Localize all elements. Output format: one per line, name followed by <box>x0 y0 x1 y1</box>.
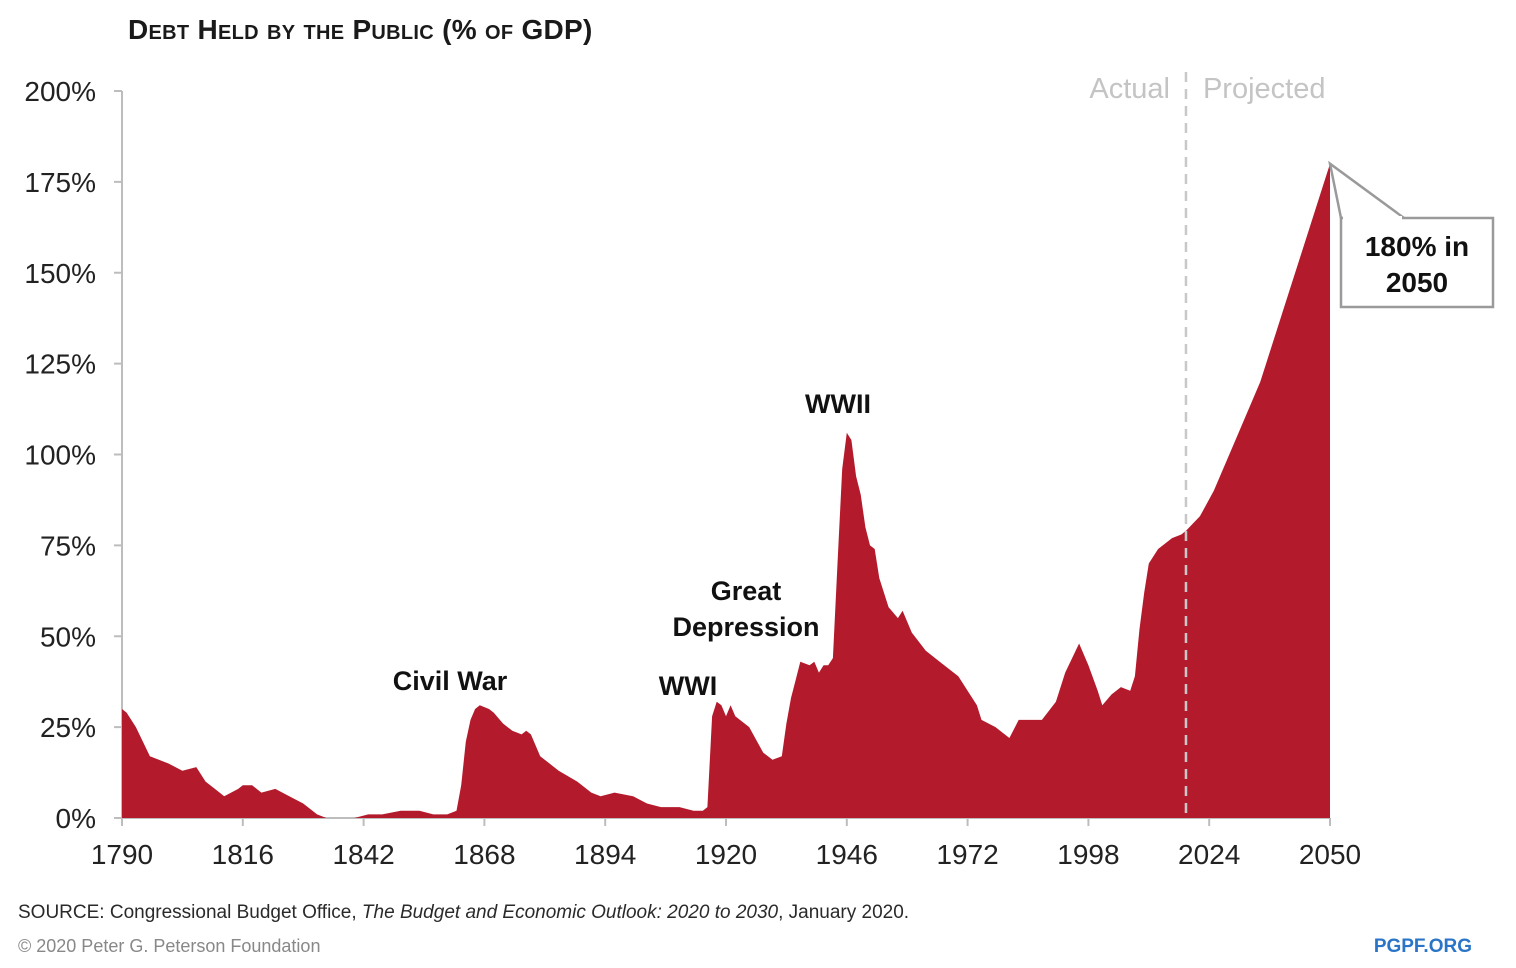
actual-label: Actual <box>1089 73 1170 105</box>
civil-war-label: Civil War <box>393 666 508 696</box>
y-tick-label: 25% <box>40 712 96 743</box>
y-axis: 0% 25% 50% 75% 100% 125% 150% 175% 200% <box>24 76 123 834</box>
y-tick-label: 100% <box>24 440 96 471</box>
x-tick-label: 1972 <box>936 839 998 870</box>
callout-label-line1: 180% in <box>1365 231 1469 262</box>
callout-box <box>1339 216 1495 309</box>
x-tick-label: 2050 <box>1299 839 1361 870</box>
copyright-note: © 2020 Peter G. Peterson Foundation <box>18 936 321 956</box>
x-tick-label: 2024 <box>1178 839 1240 870</box>
x-tick-label: 1894 <box>574 839 636 870</box>
x-tick-label: 1998 <box>1057 839 1119 870</box>
x-tick-label: 1868 <box>453 839 515 870</box>
great-depression-label-line1: Great <box>711 576 782 606</box>
x-axis: 1790 1816 1842 1868 1894 1920 1946 1972 1998 2024… <box>91 817 1361 870</box>
x-tick-label: 1920 <box>695 839 757 870</box>
annotation-layer: Civil War WWI Great Depression WWII 180% in 20… <box>393 160 1495 701</box>
chart-title: Debt Held by the Public (% of GDP) <box>128 14 593 45</box>
source-note: SOURCE: Congressional Budget Office, The… <box>18 902 909 924</box>
y-tick-label: 175% <box>24 167 96 198</box>
callout-pointer <box>1328 160 1408 220</box>
actual-projected-divider-layer: Actual Projected <box>1089 72 1325 818</box>
wwi-label: WWI <box>659 671 717 701</box>
projected-label: Projected <box>1203 73 1326 105</box>
source-suffix: , January 2020. <box>778 902 910 923</box>
site-link[interactable]: PGPF.ORG <box>1373 936 1472 957</box>
x-tick-label: 1842 <box>332 839 394 870</box>
y-tick-label: 0% <box>56 803 96 834</box>
debt-chart: 0% 25% 50% 75% 100% 125% 150% 175% 200% 1790 1816… <box>24 72 1495 870</box>
y-tick-label: 75% <box>40 530 96 561</box>
y-tick-label: 150% <box>24 258 96 289</box>
source-report-title: The Budget and Economic Outlook: 2020 to… <box>361 902 779 923</box>
series-layer <box>122 163 1330 818</box>
wwii-label: WWII <box>805 389 871 419</box>
callout-label-line2: 2050 <box>1386 267 1448 298</box>
y-tick-label: 125% <box>24 349 96 380</box>
source-prefix: SOURCE: Congressional Budget Office, <box>18 902 362 923</box>
y-tick-label: 50% <box>40 621 96 652</box>
x-tick-label: 1816 <box>212 839 274 870</box>
great-depression-label-line2: Depression <box>672 612 819 642</box>
y-tick-label: 200% <box>24 76 96 107</box>
debt-area-series <box>122 163 1330 818</box>
x-tick-label: 1790 <box>91 839 153 870</box>
x-tick-label: 1946 <box>816 839 878 870</box>
